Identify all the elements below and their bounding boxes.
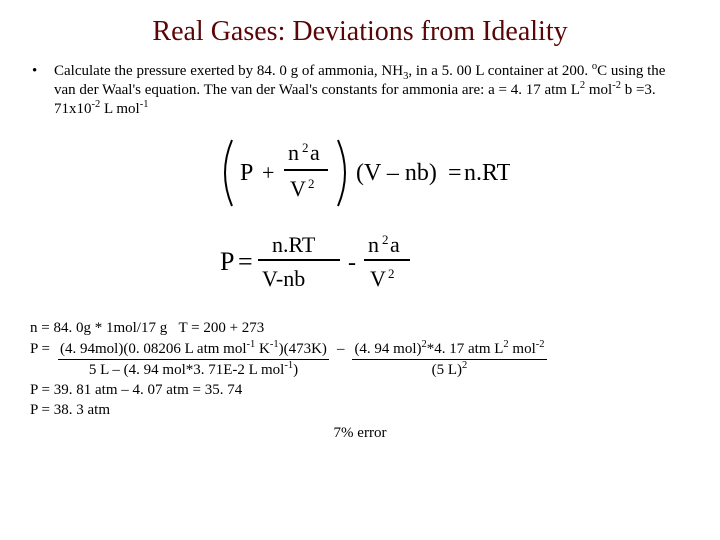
svg-text:+: + — [262, 160, 274, 185]
minus-separator: – — [337, 339, 345, 359]
p-equals-label: P = — [30, 339, 50, 359]
svg-text:n.RT: n.RT — [272, 232, 316, 257]
svg-text:2: 2 — [388, 266, 395, 281]
work-line-1: n = 84. 0g * 1mol/17 g T = 200 + 273 — [30, 318, 690, 338]
slide-title: Real Gases: Deviations from Ideality — [30, 16, 690, 48]
svg-text:-: - — [348, 250, 356, 276]
work-section: n = 84. 0g * 1mol/17 g T = 200 + 273 P =… — [30, 318, 690, 443]
svg-text:2: 2 — [308, 176, 315, 191]
svg-text:n: n — [368, 232, 379, 257]
svg-text:=: = — [448, 160, 462, 186]
svg-text:P: P — [220, 247, 234, 276]
svg-text:V: V — [290, 176, 306, 201]
svg-text:a: a — [390, 232, 400, 257]
p-solved-equation: P = n.RT V-nb - n 2 a V 2 — [210, 224, 510, 304]
svg-text:(V – nb): (V – nb) — [356, 160, 437, 186]
svg-text:n: n — [288, 140, 299, 165]
bullet-marker: • — [30, 62, 54, 118]
work-line-2: P = (4. 94mol)(0. 08206 L atm mol-1 K-1)… — [30, 339, 690, 381]
problem-bullet: • Calculate the pressure exerted by 84. … — [30, 62, 690, 118]
svg-text:P: P — [240, 160, 253, 186]
work-line-3: P = 39. 81 atm – 4. 07 atm = 35. 74 — [30, 380, 690, 400]
equations-area: P + n 2 a V 2 (V – nb) = n.RT P = n.RT V… — [30, 128, 690, 304]
work-line-4: P = 38. 3 atm — [30, 400, 690, 420]
error-line: 7% error — [30, 423, 690, 443]
svg-text:a: a — [310, 140, 320, 165]
fraction-1: (4. 94mol)(0. 08206 L atm mol-1 K-1)(473… — [58, 339, 329, 381]
svg-text:=: = — [238, 247, 253, 276]
svg-text:2: 2 — [382, 232, 389, 247]
problem-text: Calculate the pressure exerted by 84. 0 … — [54, 62, 690, 118]
svg-text:V-nb: V-nb — [262, 266, 305, 291]
fraction-2: (4. 94 mol)2*4. 17 atm L2 mol-2 (5 L)2 — [352, 339, 546, 381]
svg-text:n.RT: n.RT — [464, 160, 510, 186]
svg-text:2: 2 — [302, 140, 309, 155]
vdw-equation: P + n 2 a V 2 (V – nb) = n.RT — [210, 128, 510, 218]
svg-text:V: V — [370, 266, 386, 291]
